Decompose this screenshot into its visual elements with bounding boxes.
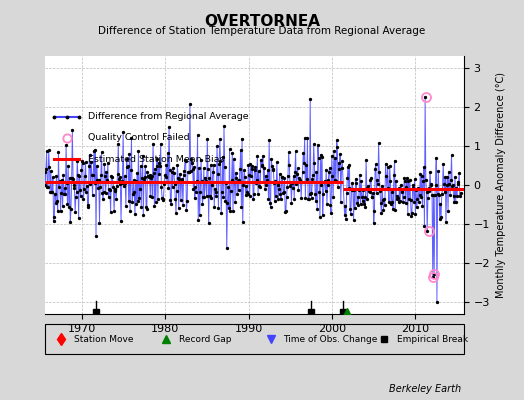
- Text: Station Move: Station Move: [74, 334, 134, 344]
- Text: Difference of Station Temperature Data from Regional Average: Difference of Station Temperature Data f…: [99, 26, 425, 36]
- Text: Difference from Regional Average: Difference from Regional Average: [88, 112, 248, 121]
- Text: Quality Control Failed: Quality Control Failed: [88, 134, 189, 142]
- Text: Berkeley Earth: Berkeley Earth: [389, 384, 461, 394]
- Text: OVERTORNEA: OVERTORNEA: [204, 14, 320, 29]
- Text: Record Gap: Record Gap: [179, 334, 231, 344]
- Y-axis label: Monthly Temperature Anomaly Difference (°C): Monthly Temperature Anomaly Difference (…: [496, 72, 506, 298]
- Text: Estimated Station Mean Bias: Estimated Station Mean Bias: [88, 155, 224, 164]
- Text: Time of Obs. Change: Time of Obs. Change: [283, 334, 378, 344]
- Text: Empirical Break: Empirical Break: [397, 334, 468, 344]
